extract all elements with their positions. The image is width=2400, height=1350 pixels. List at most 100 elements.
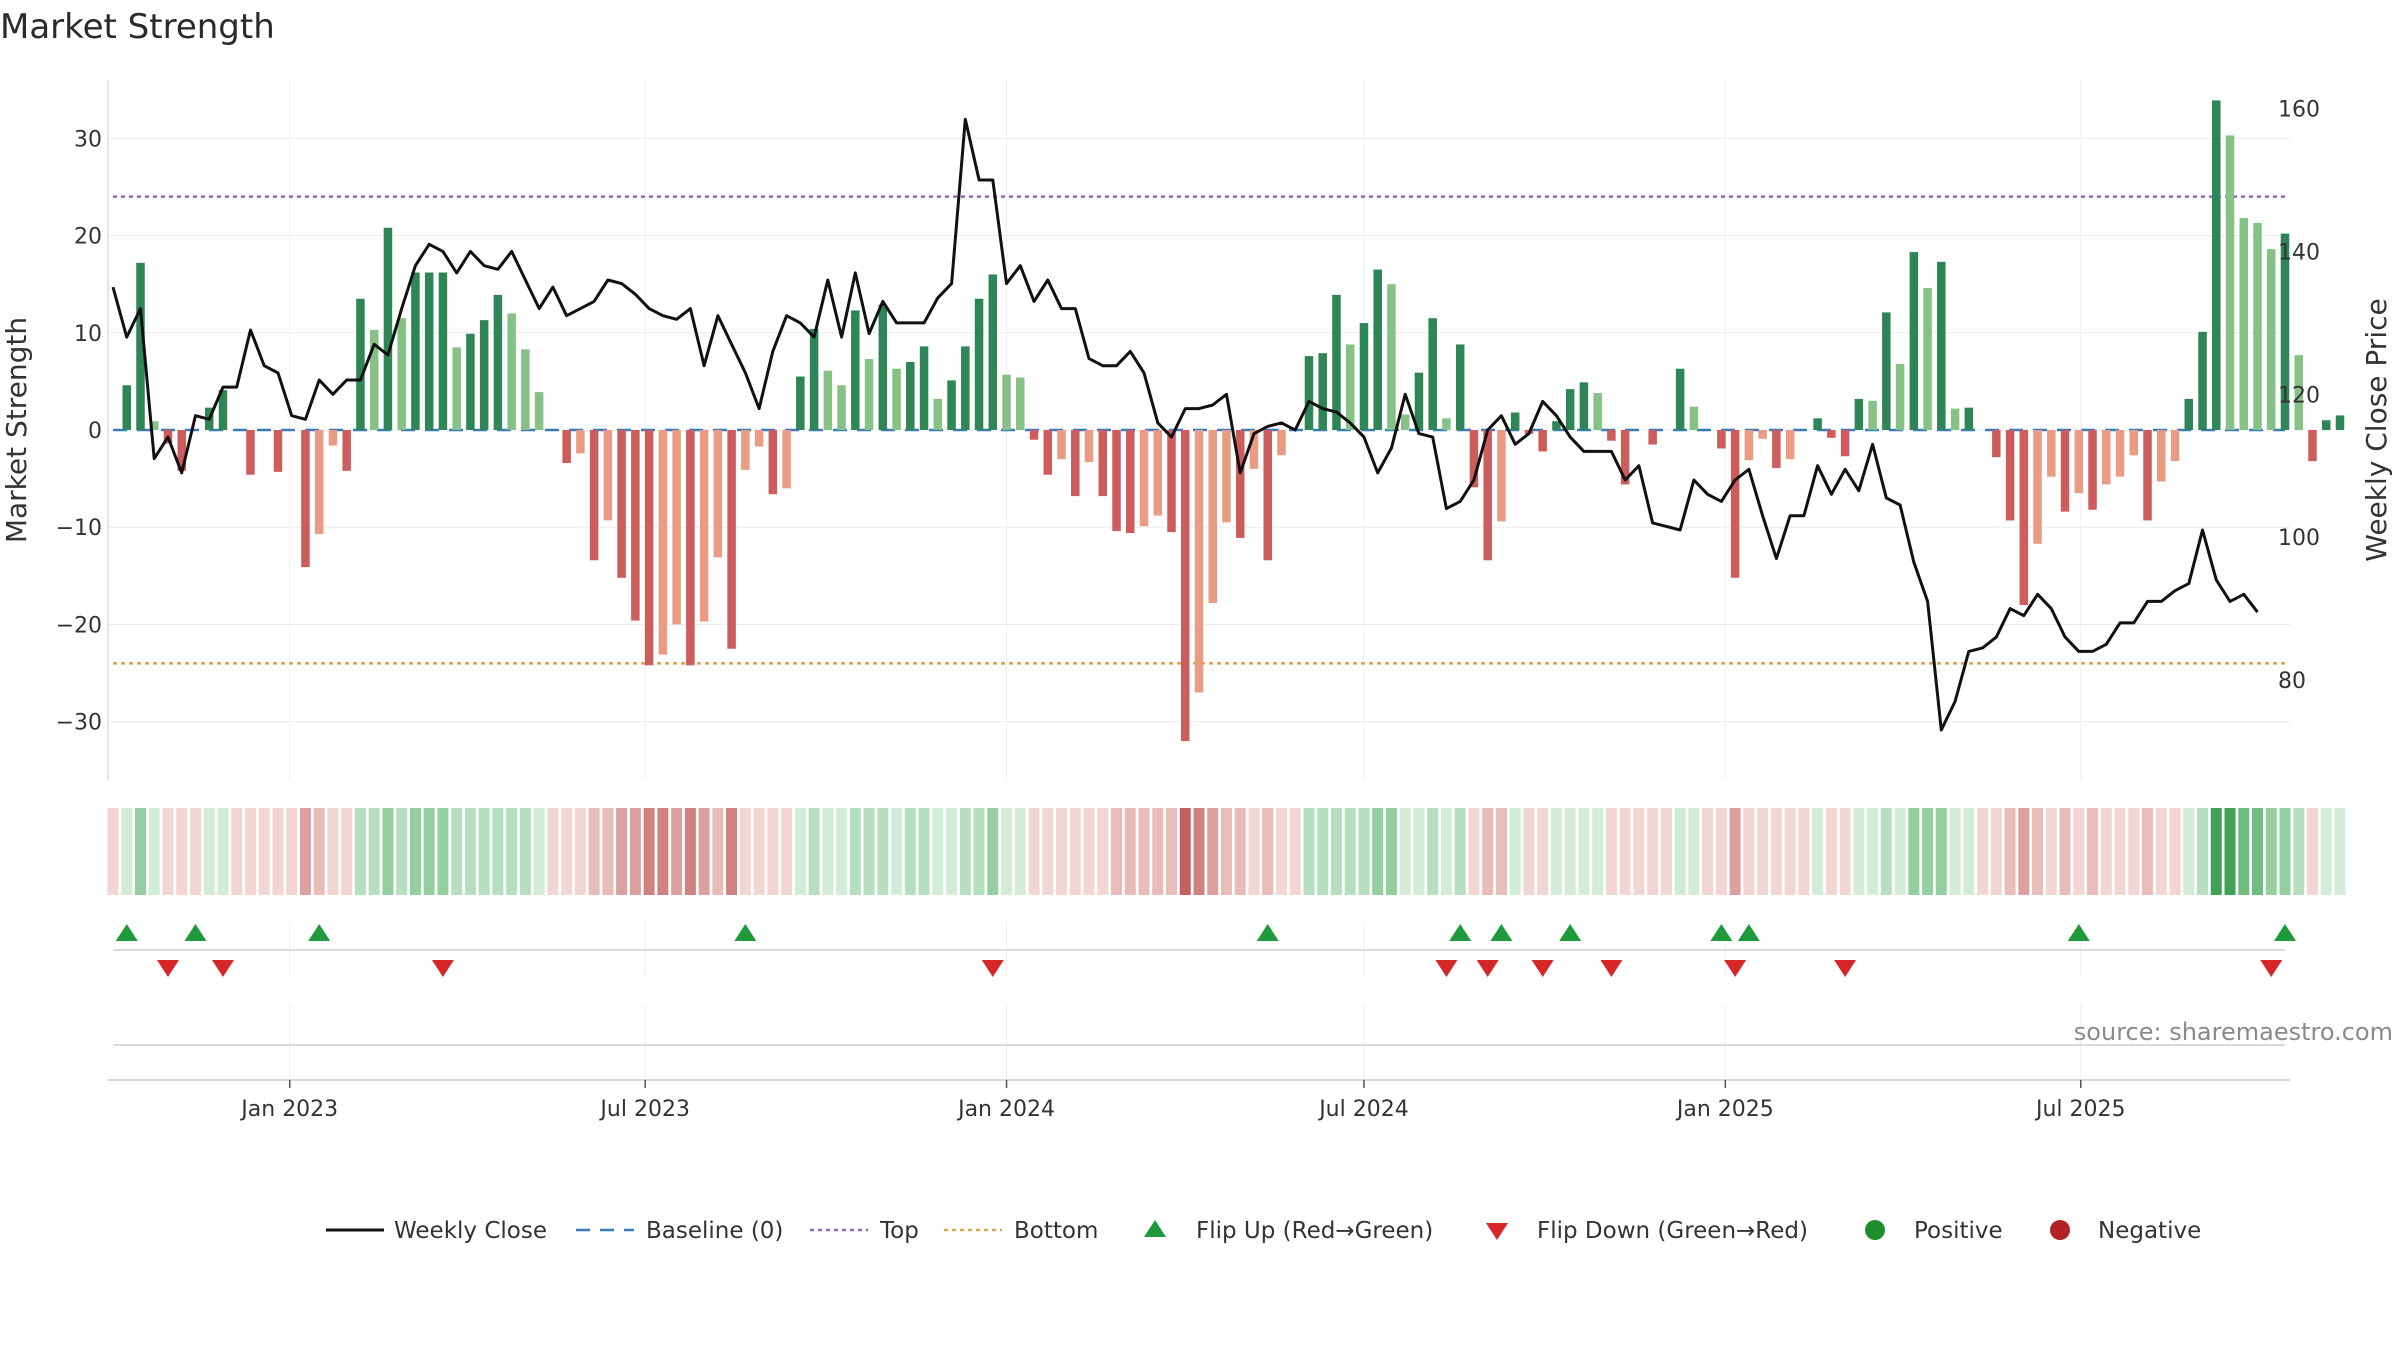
flip-up-marker [734, 924, 757, 941]
heat-cell [1990, 808, 2002, 895]
strength-bar [1675, 368, 1685, 430]
left-y-tick-label: −10 [56, 516, 102, 541]
strength-bar [1414, 372, 1424, 430]
heat-cell [217, 808, 229, 895]
heat-cell [1908, 808, 1920, 895]
heat-cell [712, 808, 724, 895]
heat-cell [2128, 808, 2140, 895]
legend-label: Negative [2098, 1218, 2201, 1244]
heat-cell [891, 808, 903, 895]
flip-markers-panel [113, 922, 2296, 977]
heat-cell [148, 808, 160, 895]
heat-cell [2059, 808, 2071, 895]
heat-cell [1028, 808, 1040, 895]
heat-cell [1729, 808, 1741, 895]
legend-item: Top [810, 1218, 919, 1244]
heat-cell [341, 808, 353, 895]
strength-bar [2019, 430, 2029, 605]
strength-bar [699, 430, 709, 622]
chart-title: Market Strength [0, 7, 275, 47]
heat-cell [176, 808, 188, 895]
flip-down-marker [1476, 960, 1499, 977]
strength-bar [383, 227, 393, 430]
right-y-tick-label: 100 [2278, 526, 2320, 551]
heat-cell [1660, 808, 1672, 895]
strength-bars [122, 100, 2345, 742]
strength-bar [782, 430, 791, 489]
x-tick-label: Jan 2023 [239, 1097, 338, 1122]
strength-bar [1909, 252, 1919, 430]
heat-cell [1578, 808, 1590, 895]
strength-bar [617, 430, 626, 578]
flip-up-marker [1710, 924, 1733, 941]
strength-bar [1772, 430, 1781, 468]
heat-cell [726, 808, 738, 895]
strength-bar [961, 346, 970, 430]
weekly-close-path [111, 117, 2259, 732]
strength-bar [2060, 430, 2070, 512]
heat-cell [973, 808, 985, 895]
legend-item: Flip Down (Green→Red) [1486, 1218, 1808, 1244]
heat-cell [2306, 808, 2318, 895]
strength-bar [2033, 430, 2042, 544]
legend-item: Negative [2050, 1218, 2201, 1244]
heat-cell [739, 808, 751, 895]
strength-bar [411, 272, 420, 430]
right-y-tick-label: 80 [2278, 669, 2306, 694]
heat-cell [588, 808, 600, 895]
heat-cell [2252, 808, 2264, 895]
flip-up-marker [1737, 924, 1760, 941]
heat-cell [2169, 808, 2181, 895]
heat-cell [1275, 808, 1287, 895]
heat-cell [849, 808, 861, 895]
strength-bar [603, 430, 613, 521]
heat-cell [1647, 808, 1659, 895]
heat-cell [1867, 808, 1879, 895]
heat-cell [1427, 808, 1439, 895]
strength-bar [1084, 430, 1094, 463]
flip-up-marker [184, 924, 207, 941]
heat-cell [2224, 808, 2236, 895]
heat-cell [1097, 808, 1109, 895]
strength-bar [2129, 430, 2139, 456]
heat-cell [1880, 808, 1892, 895]
heat-cell [1702, 808, 1714, 895]
strength-bar [864, 359, 874, 430]
heat-cell [107, 808, 119, 895]
heat-cell [904, 808, 916, 895]
legend-label: Top [879, 1218, 919, 1244]
strength-bar [2308, 430, 2317, 462]
strength-bar [1181, 430, 1190, 742]
legend-label: Weekly Close [394, 1218, 547, 1244]
strength-bar [2253, 222, 2262, 430]
heat-cell [1234, 808, 1246, 895]
strength-bar [768, 430, 778, 495]
heat-cell [1152, 808, 1164, 895]
legend-swatch-tri-up [1144, 1220, 1166, 1237]
heat-cell [1674, 808, 1686, 895]
strength-bar [1868, 400, 1877, 430]
strength-bar [136, 262, 145, 430]
heat-cell [134, 808, 146, 895]
strength-bar [1827, 430, 1836, 438]
heat-cell [464, 808, 476, 895]
heat-cell [863, 808, 875, 895]
heat-cell [1509, 808, 1521, 895]
heat-cell [2004, 808, 2016, 895]
strength-bar [356, 298, 365, 430]
strength-bar [466, 333, 475, 430]
heat-cell [354, 808, 366, 895]
left-y-tick-label: −30 [56, 711, 102, 736]
heat-cell [162, 808, 174, 895]
heat-cell [1715, 808, 1727, 895]
flip-down-marker [2260, 960, 2283, 977]
strength-bar [589, 430, 599, 561]
strength-heat-strip [107, 808, 2346, 895]
heat-cell [1413, 808, 1425, 895]
heat-cell [1317, 808, 1329, 895]
heat-cell [409, 808, 421, 895]
flip-up-marker [1490, 924, 1513, 941]
strength-bar [741, 430, 750, 470]
heat-cell [1839, 808, 1851, 895]
heat-cell [836, 808, 848, 895]
